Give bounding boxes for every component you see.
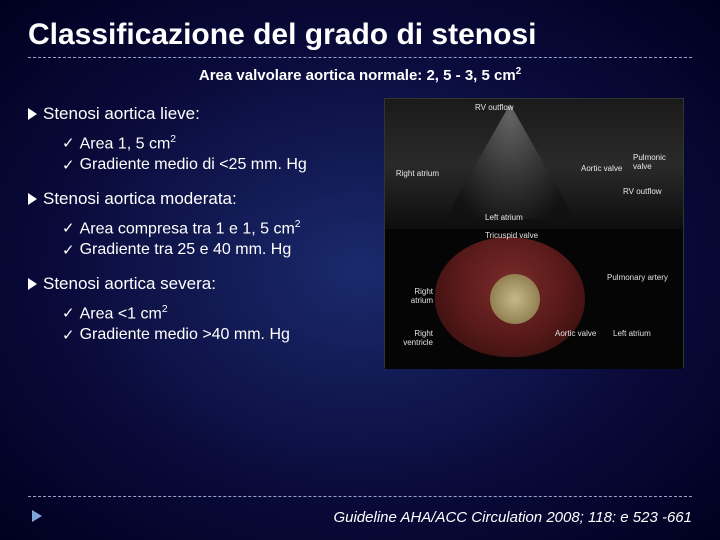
echo-fan-shape [445,104,575,219]
list-item: ✓ Gradiente tra 25 e 40 mm. Hg [62,241,378,261]
item-text: Area 1, 5 cm2 [80,134,176,153]
text-column: Stenosi aortica lieve: ✓ Area 1, 5 cm2 ✓… [28,98,378,368]
list-item: ✓ Area compresa tra 1 e 1, 5 cm2 [62,219,378,239]
check-icon: ✓ [62,326,75,346]
divider-bottom [28,496,692,497]
list-item: ✓ Gradiente medio >40 mm. Hg [62,326,378,346]
footer: Guideline AHA/ACC Circulation 2008; 118:… [28,496,692,526]
check-icon: ✓ [62,219,75,239]
title-block: Classificazione del grado di stenosi Are… [28,18,692,84]
echo-label: Right atrium [391,169,439,178]
list-item: ✓ Area 1, 5 cm2 [62,134,378,154]
check-icon: ✓ [62,304,75,324]
heading-text: Stenosi aortica lieve: [43,104,200,124]
check-icon: ✓ [62,134,75,154]
item-text: Gradiente medio di <25 mm. Hg [80,156,307,174]
heading-text: Stenosi aortica moderata: [43,189,237,209]
subtitle-sup: 2 [516,66,521,77]
heart-label: Aortic valve [555,329,596,338]
slide: Classificazione del grado di stenosi Are… [0,0,720,540]
subtitle-text: Area valvolare aortica normale: 2, 5 - 3… [199,67,516,84]
chevron-right-icon [28,278,37,290]
divider-top [28,57,692,58]
echo-label: Left atrium [485,213,523,222]
section-heading-lieve: Stenosi aortica lieve: [28,104,378,124]
citation: Guideline AHA/ACC Circulation 2008; 118:… [28,509,692,526]
heart-diagram-panel: Tricuspid valve Right atrium Right ventr… [385,229,683,369]
echo-label: RV outflow [475,103,514,112]
heart-label: Pulmonary artery [607,273,668,282]
chevron-right-icon [28,193,37,205]
echocardiogram-panel: RV outflow Right atrium Aortic valve Lef… [385,99,683,229]
list-lieve: ✓ Area 1, 5 cm2 ✓ Gradiente medio di <25… [28,134,378,175]
item-text: Gradiente medio >40 mm. Hg [80,326,290,344]
list-item: ✓ Gradiente medio di <25 mm. Hg [62,156,378,176]
list-severa: ✓ Area <1 cm2 ✓ Gradiente medio >40 mm. … [28,304,378,345]
list-item: ✓ Area <1 cm2 [62,304,378,324]
heading-text: Stenosi aortica severa: [43,274,216,294]
heart-valve-shape [490,274,540,324]
heart-label: Left atrium [613,329,651,338]
triangle-right-icon [32,510,42,522]
heart-label: Tricuspid valve [485,231,538,240]
subtitle: Area valvolare aortica normale: 2, 5 - 3… [28,66,692,84]
item-text: Area compresa tra 1 e 1, 5 cm2 [80,219,301,238]
check-icon: ✓ [62,156,75,176]
list-moderata: ✓ Area compresa tra 1 e 1, 5 cm2 ✓ Gradi… [28,219,378,260]
echo-label: Pulmonic valve [633,153,683,171]
echo-label: RV outflow [623,187,662,196]
medical-figure: RV outflow Right atrium Aortic valve Lef… [384,98,684,368]
content-row: Stenosi aortica lieve: ✓ Area 1, 5 cm2 ✓… [28,98,692,368]
item-text: Gradiente tra 25 e 40 mm. Hg [80,241,292,259]
heart-label: Right ventricle [393,329,433,347]
heart-label: Right atrium [393,287,433,305]
page-title: Classificazione del grado di stenosi [28,18,692,51]
echo-label: Aortic valve [581,164,622,173]
section-heading-severa: Stenosi aortica severa: [28,274,378,294]
chevron-right-icon [28,108,37,120]
item-text: Area <1 cm2 [80,304,168,323]
section-heading-moderata: Stenosi aortica moderata: [28,189,378,209]
check-icon: ✓ [62,241,75,261]
figure-column: RV outflow Right atrium Aortic valve Lef… [378,98,692,368]
